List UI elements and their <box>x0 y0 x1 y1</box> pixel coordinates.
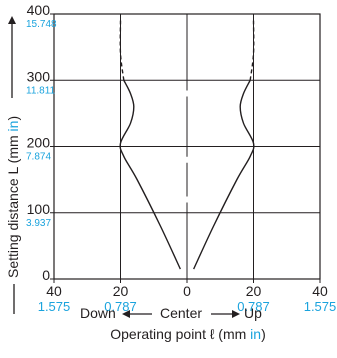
y-axis-label-group: Setting distance L (mm in) <box>5 116 21 314</box>
x-tick-label: 20 <box>113 283 129 299</box>
direction-center-label: Center <box>160 305 202 321</box>
x-tick-label: 0 <box>183 283 191 299</box>
grid-layer <box>50 14 320 283</box>
y-tick-label: 100 <box>27 201 51 217</box>
x-tick-label-inch: 1.575 <box>304 299 337 314</box>
x-tick-label: 40 <box>312 283 328 299</box>
x-tick-label: 40 <box>46 283 62 299</box>
y-tick-label: 300 <box>27 68 51 84</box>
y-tick-label: 400 <box>27 2 51 18</box>
curve-right-solid <box>194 80 254 269</box>
y-tick-label-inch: 11.811 <box>26 85 56 96</box>
y-tick-label-inch: 7.874 <box>26 152 51 163</box>
y-tick-label-inch: 3.937 <box>26 218 51 229</box>
y-tick-label-inch: 15.748 <box>26 19 57 30</box>
curve-left-solid <box>120 80 180 269</box>
x-tick-label-inch: 1.575 <box>38 299 71 314</box>
center-break <box>185 197 189 203</box>
x-tick-label: 20 <box>246 283 262 299</box>
center-break <box>185 91 189 97</box>
x-axis-label: Operating point ℓ (mm in) <box>110 326 266 342</box>
center-break <box>185 157 189 163</box>
direction-up-label: Up <box>244 305 262 321</box>
y-tick-label: 0 <box>42 267 50 283</box>
y-axis-label: Setting distance L (mm in) <box>5 116 21 278</box>
direction-down-label: Down <box>80 305 116 321</box>
y-tick-label: 200 <box>27 135 51 151</box>
